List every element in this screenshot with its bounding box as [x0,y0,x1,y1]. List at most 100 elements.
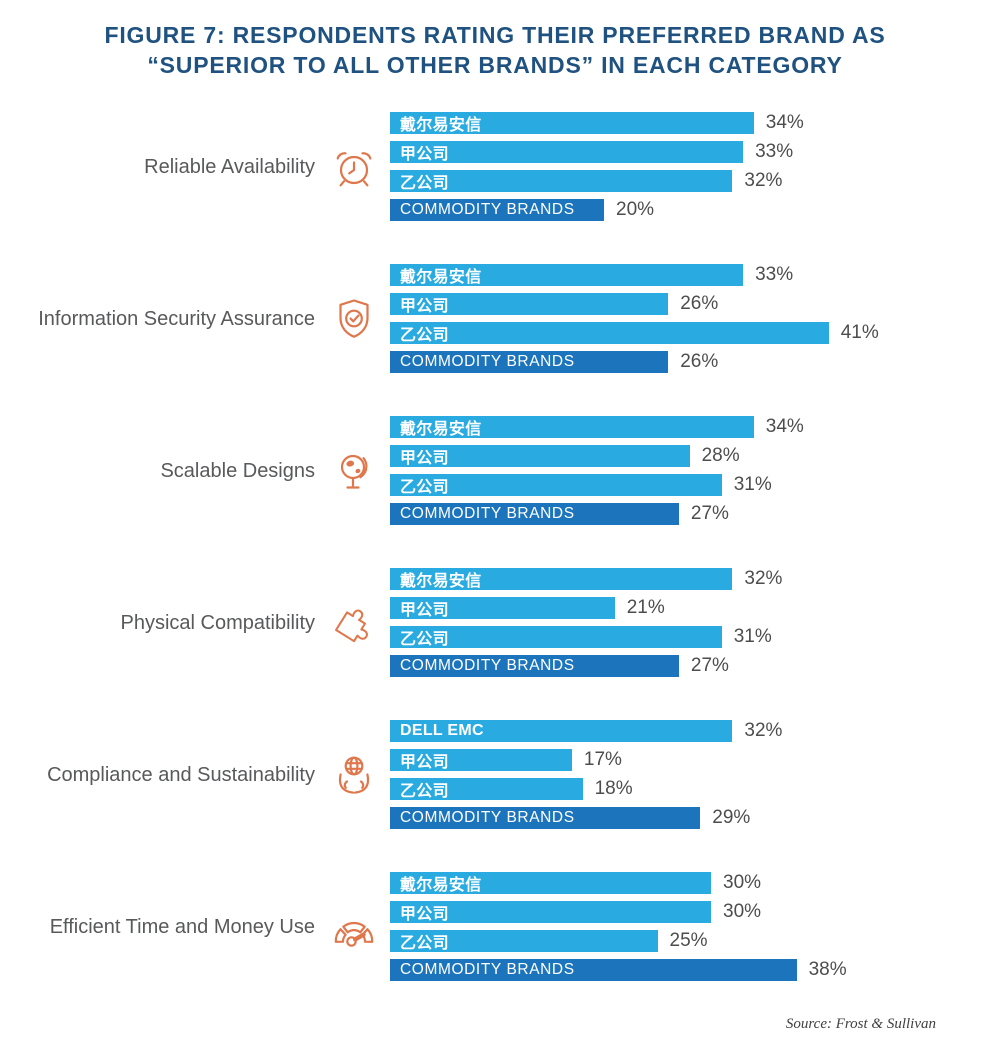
bar-label: DELL EMC [400,722,484,739]
bar: COMMODITY BRANDS [390,807,701,829]
bar-value: 21% [626,597,665,618]
bar-row: 甲公司 17% [390,749,782,771]
category-header: Scalable Designs [0,447,390,495]
bar-row: 甲公司 30% [390,901,847,923]
bar: 戴尔易安信 [390,568,733,590]
bar-row: COMMODITY BRANDS 20% [390,199,804,221]
bar-list: 戴尔易安信 34% 甲公司 33% 乙公司 32% COMMODITY BRANDS 20% [390,112,804,221]
bar-value: 17% [583,749,622,770]
bar-list: DELL EMC 32% 甲公司 17% 乙公司 18% COMMODITY BRANDS 2… [390,720,782,829]
bar-list: 戴尔易安信 34% 甲公司 28% 乙公司 31% COMMODITY BRANDS 27% [390,416,804,525]
bar: COMMODITY BRANDS [390,959,797,981]
category-group: Compliance and Sustainability DELL EMC 32%… [0,720,990,829]
category-label: Efficient Time and Money Use [49,915,315,938]
bar-list: 戴尔易安信 33% 甲公司 26% 乙公司 41% COMMODITY BRANDS 26% [390,264,879,373]
bar-row: 乙公司 31% [390,626,782,648]
category-group: Reliable Availability 戴尔易安信 34% 甲公司 33% 乙公司 32… [0,112,990,221]
bar: COMMODITY BRANDS [390,503,679,525]
bar-value: 33% [755,264,794,285]
bar-label: COMMODITY BRANDS [400,353,575,370]
bar-value: 33% [755,141,794,162]
bar: 戴尔易安信 [390,264,744,286]
bar-row: COMMODITY BRANDS 29% [390,807,782,829]
bar-label: 戴尔易安信 [400,877,482,894]
bar: COMMODITY BRANDS [390,655,679,677]
bar-label: 乙公司 [400,175,449,192]
bar-label: 戴尔易安信 [400,117,482,134]
hands-globe-icon [330,751,378,799]
bar-value: 31% [733,626,772,647]
bar: 乙公司 [390,322,829,344]
category-group: Physical Compatibility 戴尔易安信 32% 甲公司 21% 乙公司 3… [0,568,990,677]
bar-label: 戴尔易安信 [400,421,482,438]
bar-label: 甲公司 [400,754,449,771]
bar-value: 20% [616,199,655,220]
bar-row: 甲公司 28% [390,445,804,467]
chart-body: Reliable Availability 戴尔易安信 34% 甲公司 33% 乙公司 32… [0,112,990,981]
bar-label: 乙公司 [400,631,449,648]
bar-row: 乙公司 41% [390,322,879,344]
bar-label: 乙公司 [400,783,449,800]
category-group: Information Security Assurance 戴尔易安信 33% 甲公… [0,264,990,373]
figure-title: FIGURE 7: RESPONDENTS RATING THEIR PREFE… [104,22,886,79]
bar-label: 甲公司 [400,906,449,923]
bar-row: 戴尔易安信 34% [390,416,804,438]
bar: 戴尔易安信 [390,112,754,134]
bar-list: 戴尔易安信 32% 甲公司 21% 乙公司 31% COMMODITY BRANDS 27% [390,568,782,677]
bar-label: 甲公司 [400,146,449,163]
bar-label: 甲公司 [400,450,449,467]
bar-row: COMMODITY BRANDS 38% [390,959,847,981]
bar-value: 32% [744,170,783,191]
bar-label: 乙公司 [400,479,449,496]
bar-row: 乙公司 25% [390,930,847,952]
bar-row: 戴尔易安信 30% [390,872,847,894]
bar-value: 30% [723,901,762,922]
source-caption: Source: Frost & Sullivan [785,1016,936,1032]
bar-row: 戴尔易安信 33% [390,264,879,286]
bar: 戴尔易安信 [390,872,711,894]
bar: 乙公司 [390,930,658,952]
gauge-icon [330,903,378,951]
bar-value: 27% [690,503,729,524]
shield-check-icon [330,295,378,343]
bar-row: 甲公司 21% [390,597,782,619]
bar-label: COMMODITY BRANDS [400,657,575,674]
bar-value: 34% [765,112,804,133]
bar-value: 28% [701,445,740,466]
bar: 甲公司 [390,445,690,467]
category-label: Physical Compatibility [120,611,315,634]
desk-globe-icon [330,447,378,495]
category-label: Information Security Assurance [38,307,315,330]
bar-row: 甲公司 26% [390,293,879,315]
bar-value: 18% [594,778,633,799]
bar-label: 戴尔易安信 [400,269,482,286]
bar: 乙公司 [390,474,722,496]
bar-row: COMMODITY BRANDS 27% [390,655,782,677]
bar-value: 27% [690,655,729,676]
bar-value: 32% [744,568,783,589]
bar: COMMODITY BRANDS [390,199,604,221]
bar-row: 戴尔易安信 34% [390,112,804,134]
bar-label: 甲公司 [400,298,449,315]
bar-row: DELL EMC 32% [390,720,782,742]
category-header: Physical Compatibility [0,599,390,647]
category-label: Compliance and Sustainability [47,763,315,786]
bar: 甲公司 [390,901,711,923]
category-group: Scalable Designs 戴尔易安信 34% 甲公司 28% 乙公司 31% COMM… [0,416,990,525]
bar-row: 甲公司 33% [390,141,804,163]
bar-value: 34% [765,416,804,437]
bar-label: 乙公司 [400,935,449,952]
bar-label: 戴尔易安信 [400,573,482,590]
puzzle-piece-icon [330,599,378,647]
bar-row: COMMODITY BRANDS 27% [390,503,804,525]
bar-row: 乙公司 32% [390,170,804,192]
bar: 乙公司 [390,778,583,800]
bar-value: 41% [840,322,879,343]
bar-label: COMMODITY BRANDS [400,201,575,218]
category-label: Reliable Availability [144,155,315,178]
bar-value: 38% [808,959,847,980]
alarm-clock-icon [330,143,378,191]
bar-value: 32% [744,720,783,741]
bar-row: 乙公司 31% [390,474,804,496]
bar: 乙公司 [390,170,733,192]
